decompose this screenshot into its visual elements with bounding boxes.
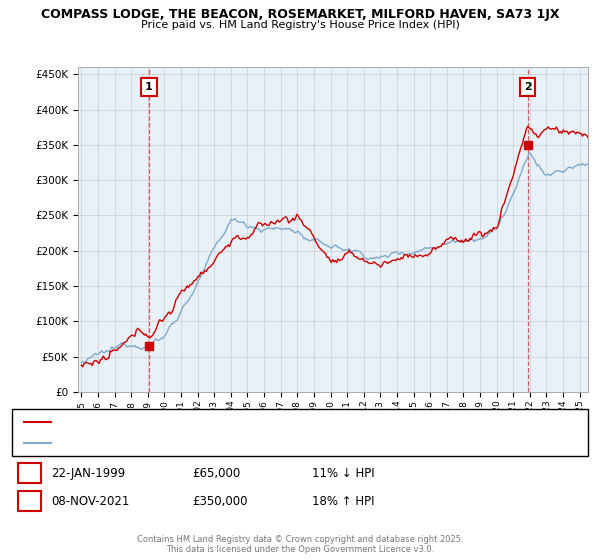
Text: 22-JAN-1999: 22-JAN-1999: [51, 466, 125, 480]
Text: HPI: Average price, detached house, Pembrokeshire: HPI: Average price, detached house, Pemb…: [57, 438, 303, 447]
Text: 2: 2: [524, 82, 532, 92]
Text: 1: 1: [145, 82, 152, 92]
Text: 2: 2: [26, 494, 33, 508]
Text: £65,000: £65,000: [192, 466, 240, 480]
Text: 1: 1: [26, 466, 33, 480]
Text: Contains HM Land Registry data © Crown copyright and database right 2025.
This d: Contains HM Land Registry data © Crown c…: [137, 535, 463, 554]
Text: 18% ↑ HPI: 18% ↑ HPI: [312, 494, 374, 508]
Text: 11% ↓ HPI: 11% ↓ HPI: [312, 466, 374, 480]
Text: COMPASS LODGE, THE BEACON, ROSEMARKET, MILFORD HAVEN, SA73 1JX (detached house): COMPASS LODGE, THE BEACON, ROSEMARKET, M…: [57, 418, 496, 427]
Text: Price paid vs. HM Land Registry's House Price Index (HPI): Price paid vs. HM Land Registry's House …: [140, 20, 460, 30]
Text: £350,000: £350,000: [192, 494, 248, 508]
Text: COMPASS LODGE, THE BEACON, ROSEMARKET, MILFORD HAVEN, SA73 1JX: COMPASS LODGE, THE BEACON, ROSEMARKET, M…: [41, 8, 559, 21]
Text: 08-NOV-2021: 08-NOV-2021: [51, 494, 130, 508]
